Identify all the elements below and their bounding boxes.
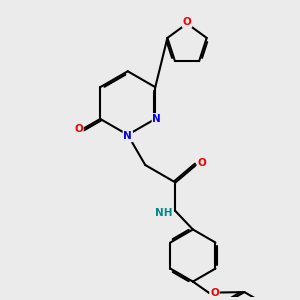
Text: O: O [197, 158, 206, 168]
Text: NH: NH [154, 208, 172, 218]
Text: N: N [152, 114, 161, 124]
Text: O: O [210, 288, 219, 298]
Text: O: O [74, 124, 83, 134]
Text: O: O [183, 17, 191, 27]
Text: N: N [123, 131, 132, 141]
